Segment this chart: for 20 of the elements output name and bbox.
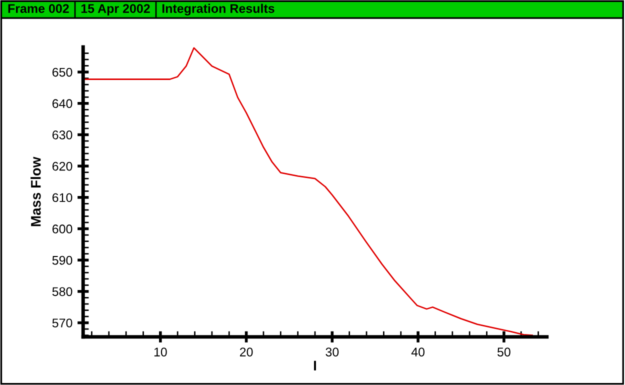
y-axis-title: Mass Flow [30, 156, 41, 226]
x-tick-label: 10 [154, 348, 167, 356]
text: 15 Apr 2002 [81, 4, 150, 16]
line-series [83, 47, 533, 336]
y-tick-label: 630 [52, 130, 72, 140]
y-tick-label: 640 [52, 99, 72, 108]
y-tick-label: 600 [52, 224, 72, 234]
x-tick-label: 20 [240, 348, 253, 356]
y-tick-label: 590 [52, 256, 72, 265]
x-tick-label: 50 [497, 348, 510, 356]
y-tick-label: 610 [52, 193, 72, 202]
x-axis-title: I [314, 360, 316, 370]
text: Frame 002 [8, 4, 69, 13]
x-tick-label: 30 [326, 348, 339, 356]
chart-title: Integration Results [162, 4, 274, 16]
y-tick-label: 650 [52, 68, 72, 77]
y-tick-label: 570 [52, 318, 72, 328]
x-tick-label: 40 [411, 348, 425, 356]
y-tick-label: 620 [52, 162, 72, 171]
y-tick-label: 580 [52, 287, 72, 296]
